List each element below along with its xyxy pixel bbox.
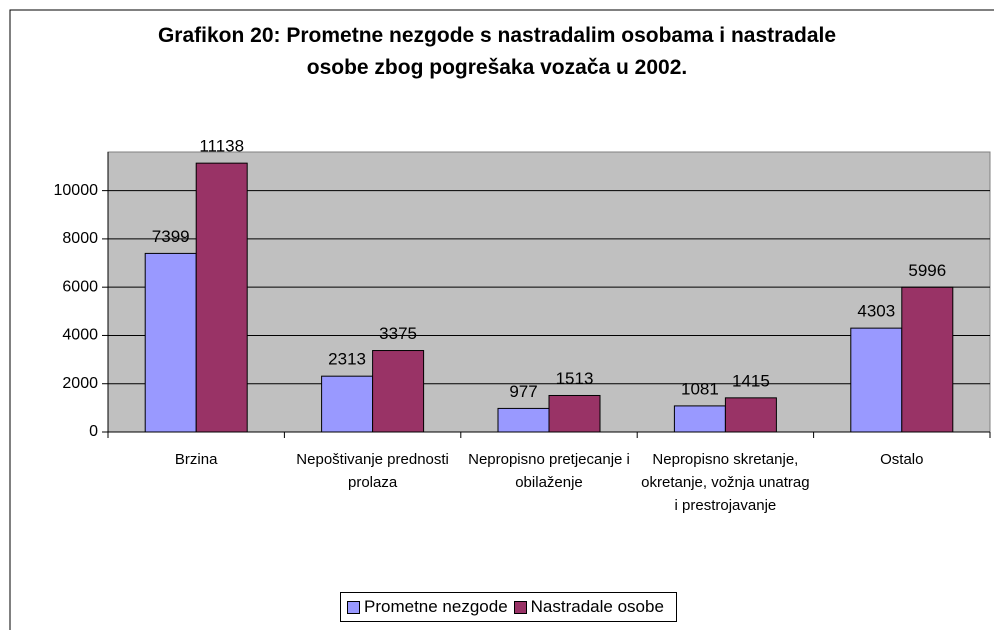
data-label: 1415: [732, 371, 770, 390]
data-label: 2313: [328, 350, 366, 369]
legend: Prometne nezgode Nastradale osobe: [340, 592, 677, 622]
y-tick-label: 8000: [62, 230, 98, 247]
bar: [144, 252, 197, 433]
bar: [673, 405, 726, 433]
x-tick-label: Brzina: [174, 451, 218, 468]
data-label: 3375: [379, 324, 417, 343]
bar: [321, 375, 374, 433]
y-tick-label: 10000: [54, 182, 99, 199]
legend-label: Prometne nezgode: [364, 597, 508, 616]
legend-item: Prometne nezgode: [347, 597, 508, 617]
data-label: 1081: [681, 379, 719, 398]
legend-item: Nastradale osobe: [513, 597, 664, 617]
data-label: 7399: [152, 227, 190, 246]
plot-area: [107, 151, 991, 433]
data-label: 4303: [857, 302, 895, 321]
x-tick-label: Nepropisno pretjecanje i obilaženje: [468, 451, 630, 491]
data-label: 1513: [556, 369, 594, 388]
bar: [195, 162, 248, 433]
y-tick-label: 6000: [62, 278, 98, 295]
bar: [850, 327, 903, 433]
y-tick-label: 2000: [62, 375, 98, 392]
y-tick-label: 0: [89, 423, 98, 440]
legend-swatch: [513, 600, 527, 614]
legend-label: Nastradale osobe: [530, 597, 664, 616]
x-tick-label: Ostalo: [880, 451, 924, 468]
chart-title: Grafikon 20: Prometne nezgode s nastrada…: [157, 24, 837, 79]
bar: [548, 394, 601, 433]
data-label: 5996: [908, 261, 946, 280]
bar: [724, 397, 777, 433]
data-label: 977: [509, 382, 537, 401]
legend-swatch: [347, 600, 360, 614]
bar: [901, 286, 954, 433]
y-tick-label: 4000: [62, 327, 98, 344]
data-label: 11138: [199, 137, 244, 156]
x-tick-label: Nepropisno skretanje, okretanje, vožnja …: [641, 451, 810, 514]
x-tick-label: Nepoštivanje prednosti prolaza: [296, 451, 449, 491]
bar: [497, 407, 550, 433]
bar: [372, 350, 425, 433]
